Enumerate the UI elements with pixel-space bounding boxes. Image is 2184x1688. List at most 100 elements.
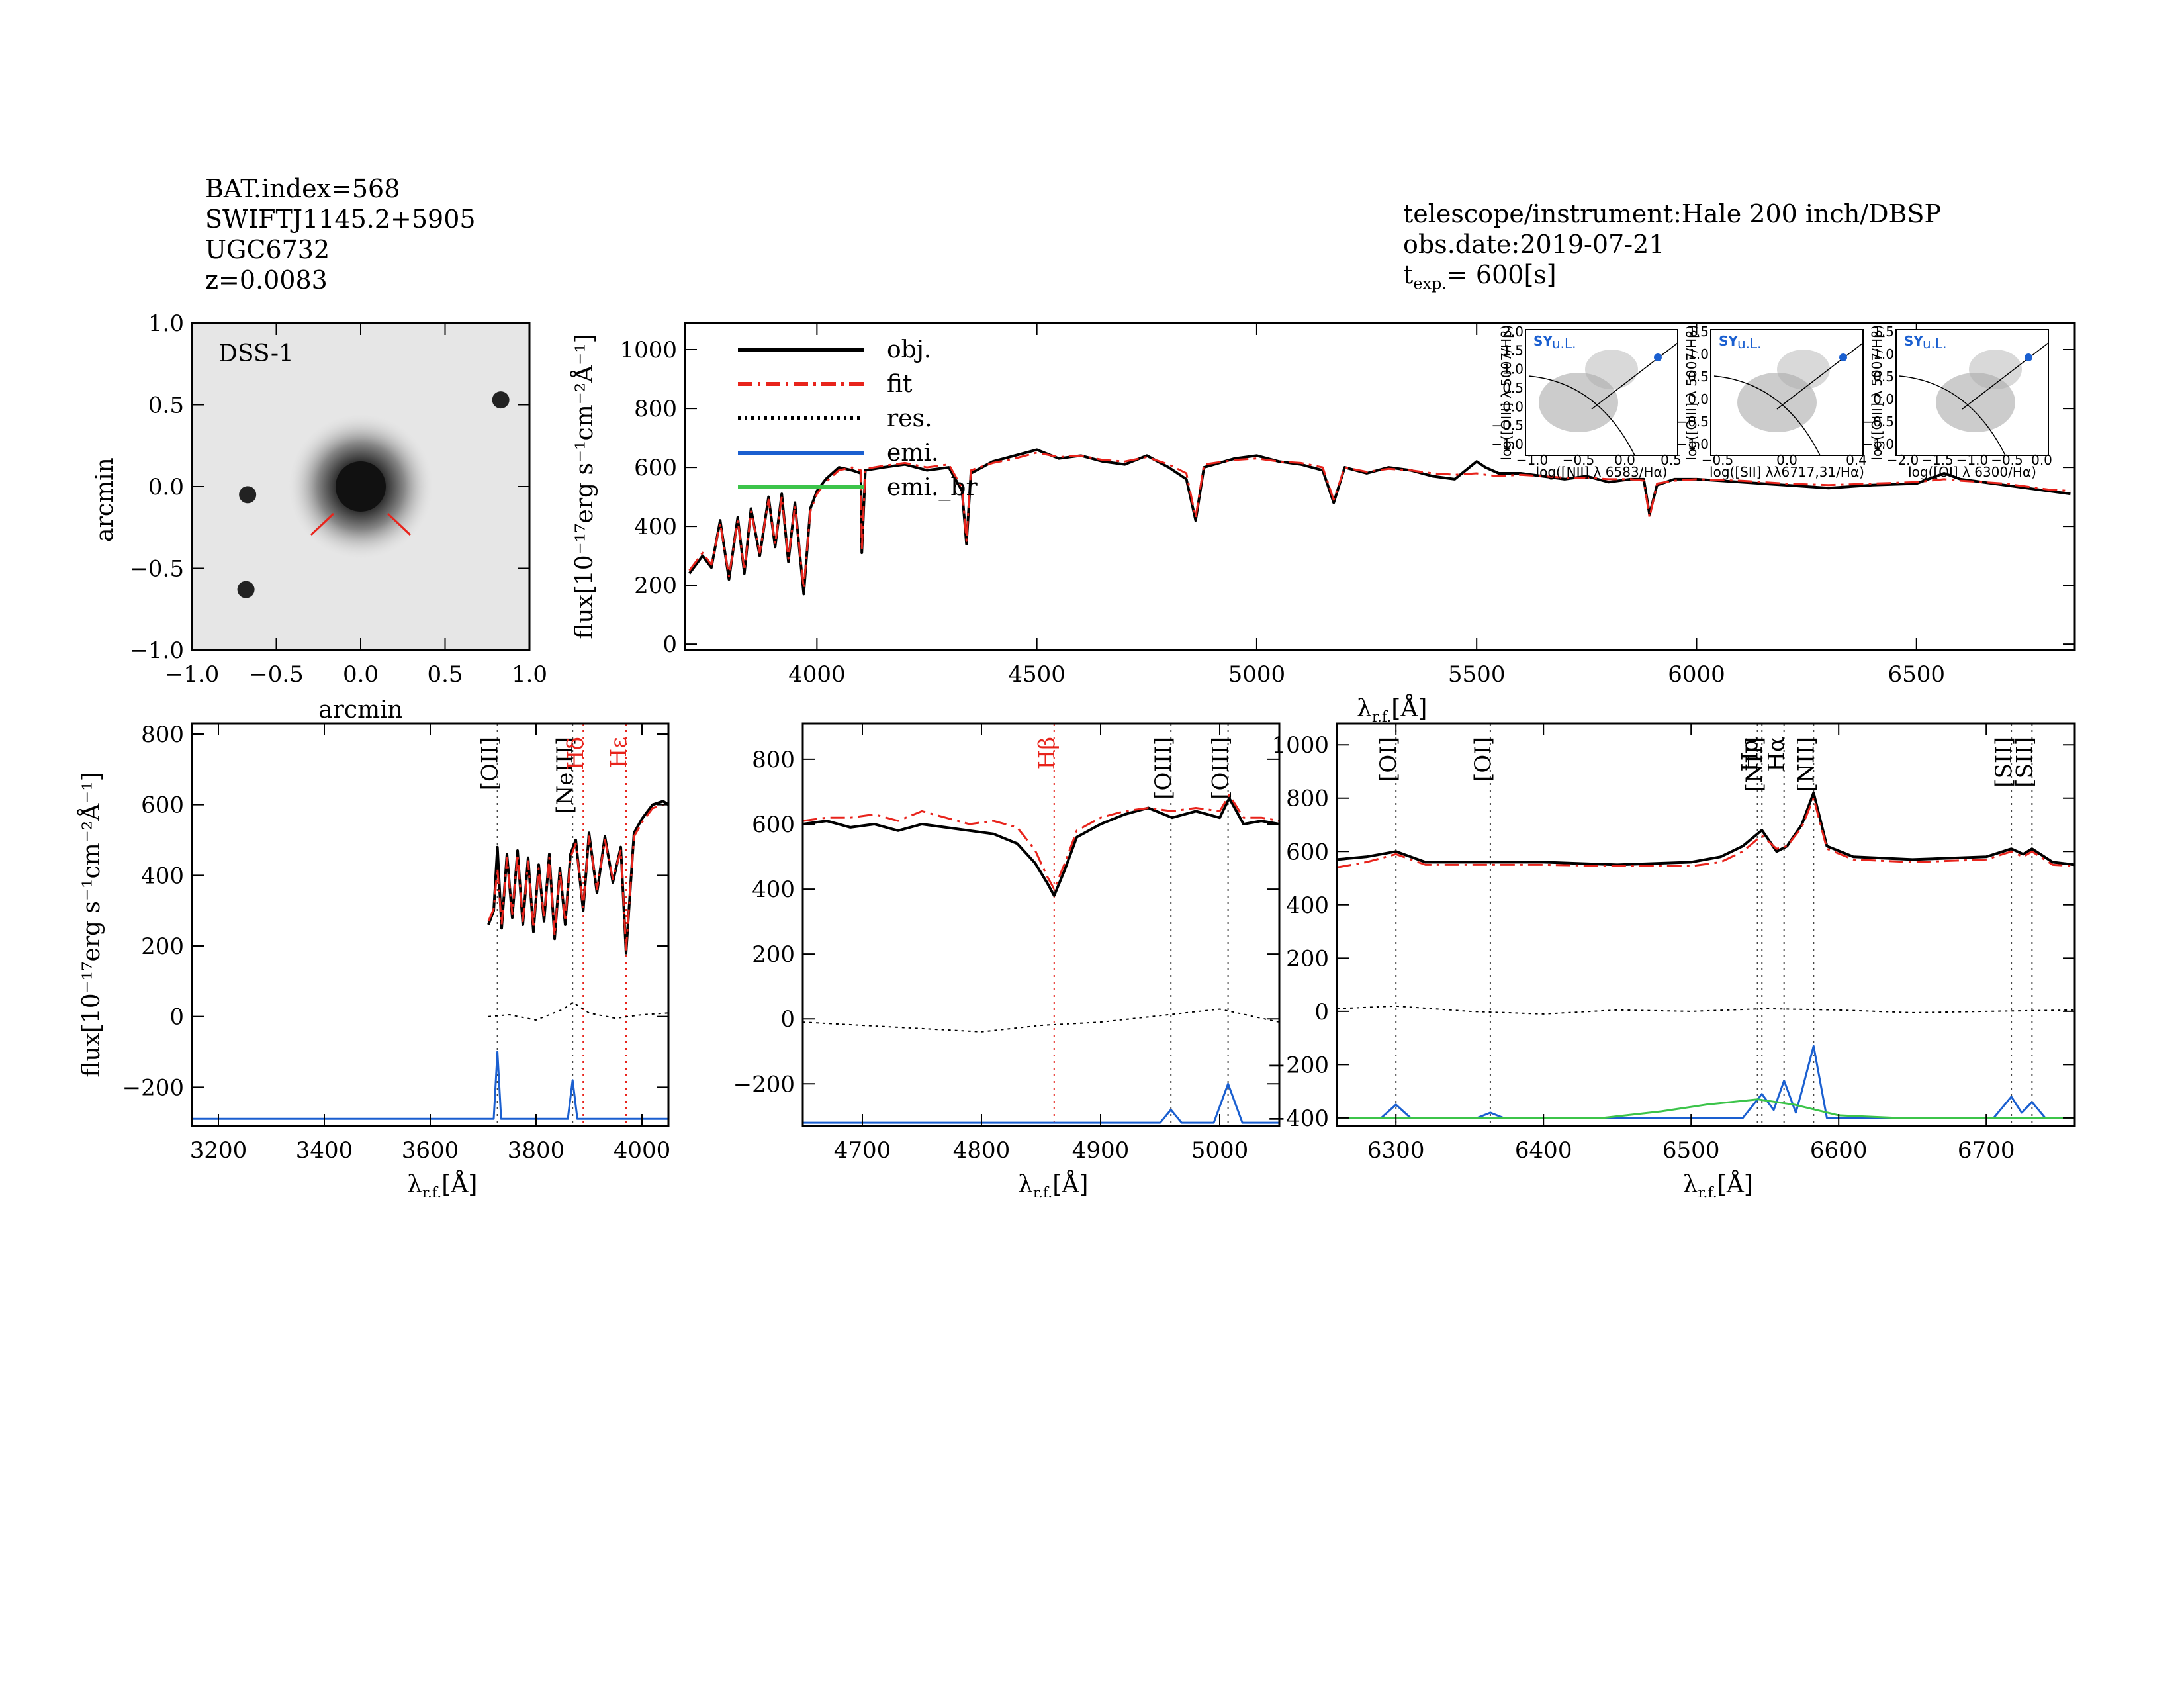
zoom2-series-fit <box>802 794 1280 890</box>
zoom1-series-fit <box>487 804 669 951</box>
zoom3-line-label: Hα <box>1737 737 1764 772</box>
main-ytick-label: 800 <box>634 396 677 422</box>
redshift: z=0.0083 <box>205 265 328 295</box>
inset-ytick: 0.5 <box>1873 369 1894 385</box>
zoom2-series-obj <box>802 796 1280 897</box>
inset-demarcation <box>1713 375 1821 456</box>
main-xtick-label: 5500 <box>1448 661 1506 688</box>
telescope: telescope/instrument:Hale 200 inch/DBSP <box>1403 199 1942 228</box>
image-ylabel: arcmin <box>91 457 118 542</box>
xlabel-main: λ <box>1018 1171 1033 1198</box>
xlabel-sub: r.f. <box>422 1185 441 1201</box>
zoom3-ytick-label: 200 <box>1286 945 1329 972</box>
zoom3-xtick-label: 6300 <box>1367 1137 1425 1164</box>
inset-ylabel: log([OIII] λ 5007/Hβ) <box>1684 324 1700 460</box>
zoom1-xtick-label: 4000 <box>614 1137 671 1164</box>
inset-density <box>1539 373 1618 432</box>
pointer-left <box>310 512 335 536</box>
inset-xtick: −0.5 <box>1563 452 1595 468</box>
inset-ytick: −0.5 <box>1862 414 1894 430</box>
zoom1-ytick-label: 800 <box>141 722 184 748</box>
zoom3-line-label: [SII] <box>1991 737 2017 788</box>
inset-ytick: 1.5 <box>1502 342 1524 358</box>
main-ytick-label: 200 <box>634 573 677 599</box>
zoom3-line-label: [SII] <box>2011 737 2038 788</box>
zoom1-ytick-label: 600 <box>141 792 184 819</box>
zoom3-ytick-label: 0 <box>1314 999 1329 1025</box>
zoom2-ytick-label: 400 <box>752 876 795 903</box>
zoom1-ytick-label: 200 <box>141 933 184 960</box>
zoom3-xtick-label: 6400 <box>1515 1137 1572 1164</box>
zoom1-xtick-label: 3800 <box>508 1137 565 1164</box>
zoom2-ytick-label: 0 <box>780 1006 795 1033</box>
zoom1-series-res <box>488 1002 669 1021</box>
inset-xtick: −1.5 <box>1921 452 1954 468</box>
inset-xtick: −1.0 <box>1516 452 1549 468</box>
inset-xtick: 0.4 <box>1846 452 1867 468</box>
inset-xlabel: log([SII] λλ6717,31/Hα) <box>1709 464 1864 480</box>
zoom2-ytick-label: 200 <box>752 941 795 968</box>
zoom1-xtick-label: 3200 <box>190 1137 248 1164</box>
main-frame <box>684 322 2076 651</box>
zoom3-line-label: [OI] <box>1470 737 1496 782</box>
zoom3-series-emi <box>1337 1045 2075 1119</box>
legend-label: fit <box>887 371 913 398</box>
inset-ytick: 2.0 <box>1502 324 1524 340</box>
inset-title: SY <box>1719 333 1738 349</box>
inset-title-sub: u.L. <box>1552 336 1576 352</box>
star-source <box>239 486 257 504</box>
zoom2-xtick-label: 4800 <box>953 1137 1011 1164</box>
zoom1-line-label: [NeIII] <box>552 737 578 814</box>
image-ytick-label: −1.0 <box>129 637 184 664</box>
main-xtick-label: 6500 <box>1888 661 1945 688</box>
image-ytick-label: −0.5 <box>129 556 184 583</box>
inset-xtick: −0.5 <box>1991 452 2023 468</box>
zoom2-frame <box>801 722 1281 1127</box>
inset-ytick: −1.0 <box>1676 436 1709 452</box>
inset-ytick: 1.0 <box>1502 361 1524 377</box>
zoom3-ytick-label: 400 <box>1286 892 1329 919</box>
image-xtick-label: −0.5 <box>249 661 304 688</box>
inset-ytick: 1.5 <box>1873 324 1894 340</box>
zoom1-xtick-label: 3600 <box>402 1137 459 1164</box>
image-ytick-label: 0.0 <box>148 474 184 500</box>
zoom2-line-label: [OIII] <box>1150 737 1177 800</box>
inset-title-sub: u.L. <box>1923 336 1947 352</box>
zoom3-ytick-label: 1000 <box>1271 732 1329 759</box>
header-left: BAT.index=568 SWIFTJ1145.2+5905 UGC6732 … <box>205 173 476 295</box>
zoom2-xlabel: λr.f.[Å] <box>1018 1170 1088 1201</box>
zoom1-line-label: Hε <box>606 737 632 768</box>
inset-ytick: −1.0 <box>1491 436 1524 452</box>
xlabel-sub: r.f. <box>1033 1185 1052 1201</box>
inset-xtick: 0.5 <box>1661 452 1682 468</box>
xlabel-main: λ <box>1357 695 1372 722</box>
image-xtick-label: 0.0 <box>343 661 379 688</box>
inset-xlabel: log([OI] λ 6300/Hα) <box>1908 464 2036 480</box>
zoom3-ytick-label: −200 <box>1267 1052 1329 1078</box>
obs-date: obs.date:2019-07-21 <box>1403 230 1665 259</box>
inset-xtick: −0.5 <box>1702 452 1734 468</box>
zoom1-ytick-label: 0 <box>169 1004 184 1031</box>
legend-label: obj. <box>887 336 931 363</box>
inset-title-sub: u.L. <box>1737 336 1762 352</box>
inset-seyfert-line <box>1776 342 1864 410</box>
inset-ytick: 1.5 <box>1688 324 1709 340</box>
zoom3-ytick-label: −400 <box>1267 1105 1329 1132</box>
zoom1-ytick-label: 400 <box>141 863 184 889</box>
image-ytick-label: 0.5 <box>148 393 184 419</box>
zoom2-series-res <box>802 1008 1280 1033</box>
zoom1-xlabel: λr.f.[Å] <box>407 1170 477 1201</box>
zoom3-xtick-label: 6500 <box>1662 1137 1720 1164</box>
swift-id: SWIFTJ1145.2+5905 <box>205 205 476 234</box>
zoom3-series-obj <box>1336 791 2075 867</box>
inset-seyfert-line <box>1962 342 2049 410</box>
inset-ytick: −1.0 <box>1862 436 1894 452</box>
xlabel-sub: r.f. <box>1698 1185 1717 1201</box>
galaxy-name: UGC6732 <box>205 235 330 264</box>
zoom2-series-emi <box>803 1082 1279 1124</box>
main-xtick-label: 4500 <box>1008 661 1066 688</box>
zoom3-line-label: [NII] <box>1741 737 1768 792</box>
inset-ytick: 0.0 <box>1502 399 1524 414</box>
inset-xtick: 0.0 <box>2031 452 2052 468</box>
